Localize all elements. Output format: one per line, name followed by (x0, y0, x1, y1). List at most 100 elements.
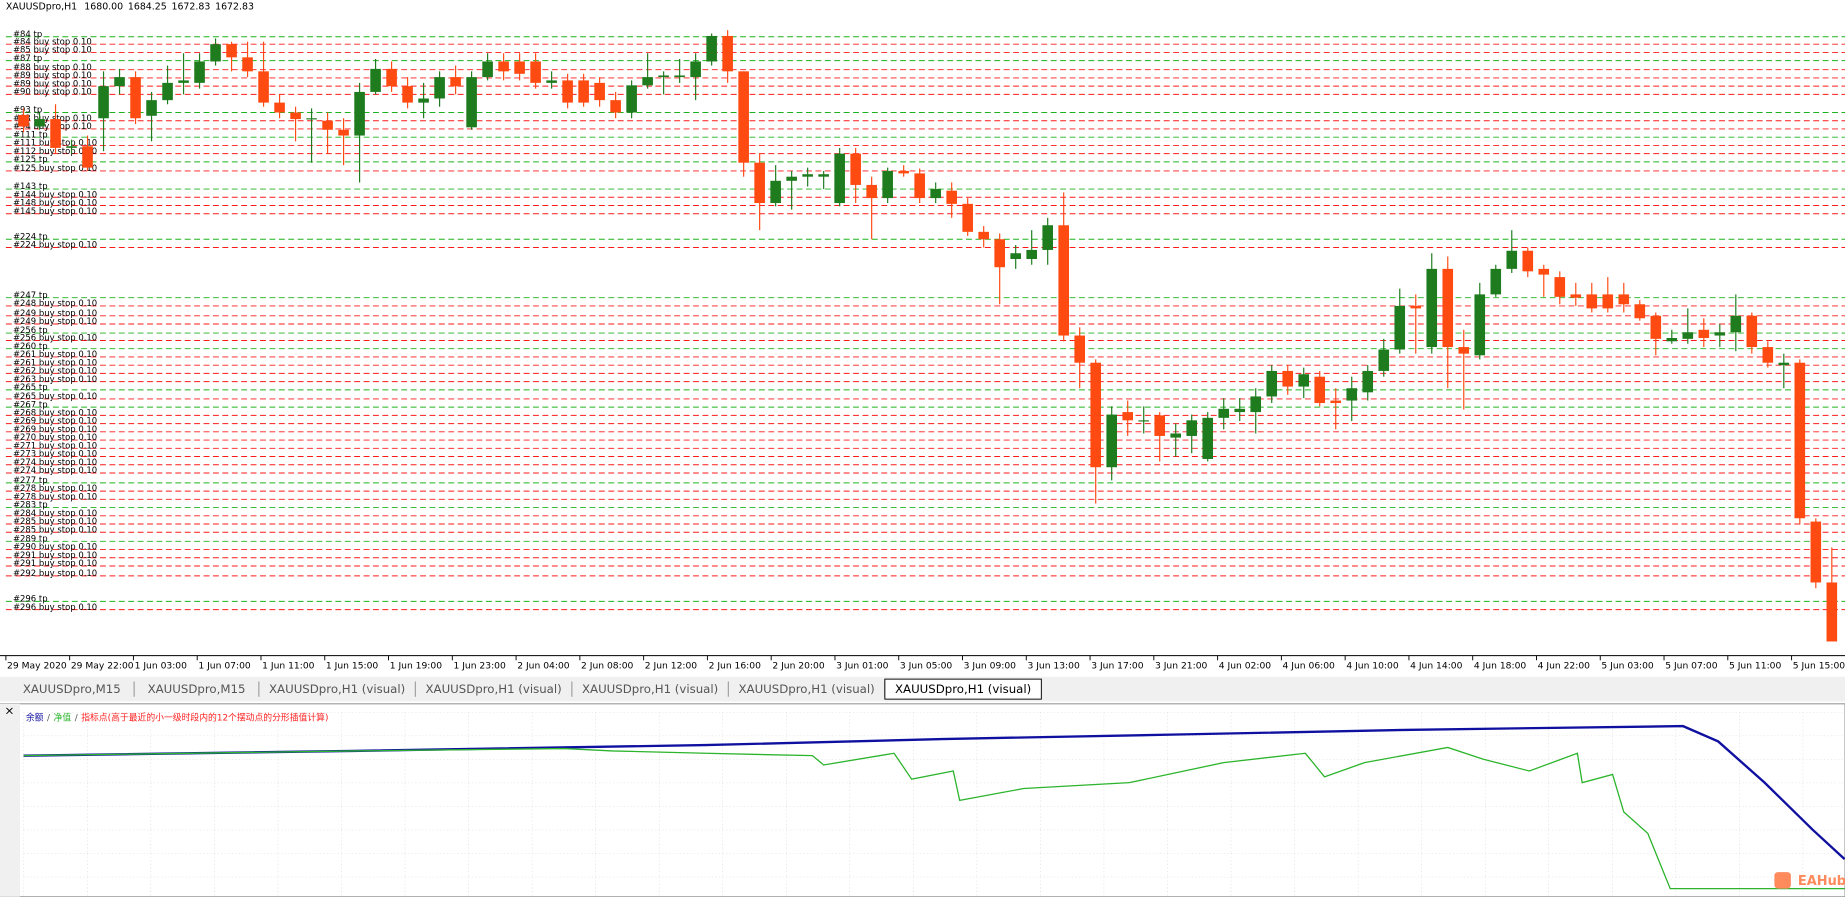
candle-body (1506, 250, 1518, 269)
legend-separator: / (75, 713, 78, 723)
order-label: #289 tp (13, 533, 48, 543)
candle-body (1346, 388, 1358, 401)
time-label: 5 Jun 07:00 (1665, 661, 1718, 672)
time-label: 2 Jun 04:00 (517, 661, 570, 672)
tab-active (884, 678, 1042, 700)
candle-body (802, 174, 813, 177)
order-label: #285 buy stop 0.10 (13, 524, 97, 534)
time-label: 4 Jun 22:00 (1538, 661, 1591, 672)
candle-body (994, 239, 1005, 268)
candle-body (530, 61, 541, 83)
tab[interactable]: XAUUSDpro,H1 (visual) (269, 682, 405, 696)
candle-body (674, 75, 685, 78)
candle-body (1010, 253, 1021, 259)
candle-body (978, 231, 989, 240)
price-chart: #84 tp#87 tp#93 tp#111 tp#125 tp#143 tp#… (5, 29, 1845, 642)
candle-body (1074, 335, 1085, 363)
time-label: 1 Jun 15:00 (326, 661, 379, 672)
panel-toolbar (0, 703, 21, 897)
order-label: #247 tp (13, 290, 48, 300)
candle-body (1730, 315, 1742, 333)
panel-close[interactable]: × (4, 703, 14, 717)
candle-body (162, 82, 173, 101)
order-label: #291 buy stop 0.10 (13, 558, 97, 568)
order-label: #283 tp (13, 500, 48, 510)
candle-body (322, 120, 333, 130)
order-label: #296 buy stop 0.10 (13, 602, 97, 612)
candle-body (50, 119, 61, 148)
order-label: #261 buy stop 0.10 (13, 357, 97, 367)
candle-body (946, 190, 957, 204)
candle-body (1266, 370, 1278, 397)
order-label: #270 buy stop 0.10 (13, 432, 97, 442)
candle-body (626, 85, 637, 113)
order-label: #271 buy stop 0.10 (13, 440, 97, 450)
tab[interactable]: XAUUSDpro,M15 (148, 682, 246, 696)
candle-body (738, 71, 749, 163)
series-line (23, 746, 1845, 890)
order-label: #278 buy stop 0.10 (13, 483, 97, 493)
order-label: #125 tp (13, 154, 48, 164)
time-label: 3 Jun 05:00 (900, 661, 953, 672)
candle-body (1826, 582, 1838, 642)
candle-body (146, 100, 157, 116)
candle-body (1170, 433, 1182, 438)
candle-body (290, 112, 301, 120)
candle-body (1650, 315, 1662, 339)
time-label: 4 Jun 14:00 (1410, 661, 1463, 672)
candle-body (306, 118, 317, 120)
candle-body (1250, 396, 1262, 413)
candle-body (514, 61, 525, 74)
candle-body (770, 180, 781, 204)
time-label: 2 Jun 08:00 (581, 661, 634, 672)
candle-body (418, 98, 429, 103)
watermark: EAHub (1798, 874, 1845, 889)
candle-body (1714, 332, 1726, 336)
candle-body (1682, 332, 1694, 339)
candle-body (226, 44, 237, 58)
candle-body (1410, 305, 1422, 309)
time-axis: 29 May 2020 29 May 22:00 1 Jun 03:00 1 Jun … (5, 655, 1845, 672)
order-label: #274 buy stop 0.10 (13, 457, 97, 467)
candle-body (642, 77, 653, 86)
order-label: #88 buy stop 0.10 (13, 62, 92, 72)
legend-separator: / (47, 713, 50, 723)
candle-body (930, 189, 941, 199)
order-label: #111 tp (13, 129, 48, 139)
candle-body (434, 77, 445, 99)
header: XAUUSDpro,H1 1680.00 1684.25 1672.83 1672.83 (6, 2, 254, 13)
tab[interactable]: XAUUSDpro,H1 (visual) (895, 682, 1031, 696)
order-label: #285 buy stop 0.10 (13, 516, 97, 526)
candle-body (1778, 362, 1790, 366)
candle-body (194, 61, 205, 83)
header-price: 1672.83 (215, 2, 254, 13)
candle-body (1586, 294, 1598, 309)
candle-body (1522, 250, 1534, 272)
candle-body (370, 68, 381, 92)
time-label: 1 Jun 19:00 (390, 661, 443, 672)
time-label: 29 May 2020 (7, 661, 67, 672)
tab[interactable]: XAUUSDpro,M15 (23, 682, 121, 696)
candle-body (98, 86, 109, 119)
order-label: #248 buy stop 0.10 (13, 298, 97, 308)
time-label: 2 Jun 20:00 (772, 661, 825, 672)
tab[interactable]: XAUUSDpro,H1 (visual) (738, 682, 874, 696)
time-label: 1 Jun 23:00 (453, 661, 506, 672)
order-label: #261 buy stop 0.10 (13, 349, 97, 359)
order-label: #125 buy stop 0.10 (13, 163, 97, 173)
candle-body (450, 77, 461, 87)
time-label: 4 Jun 02:00 (1219, 661, 1272, 672)
candle-body (1298, 374, 1310, 387)
header-price: 1684.25 (128, 2, 167, 13)
candle-body (466, 77, 477, 128)
candle-body (82, 146, 93, 168)
tabs: XAUUSDpro,M15 XAUUSDpro,M15 XAUUSDpro,H1 (… (23, 678, 1042, 700)
candle-body (1666, 338, 1678, 342)
time-label: 2 Jun 16:00 (709, 661, 762, 672)
tab[interactable]: XAUUSDpro,H1 (visual) (425, 682, 561, 696)
candle-body (1474, 294, 1486, 356)
candle-body (786, 176, 797, 181)
tab[interactable]: XAUUSDpro,H1 (visual) (582, 682, 718, 696)
